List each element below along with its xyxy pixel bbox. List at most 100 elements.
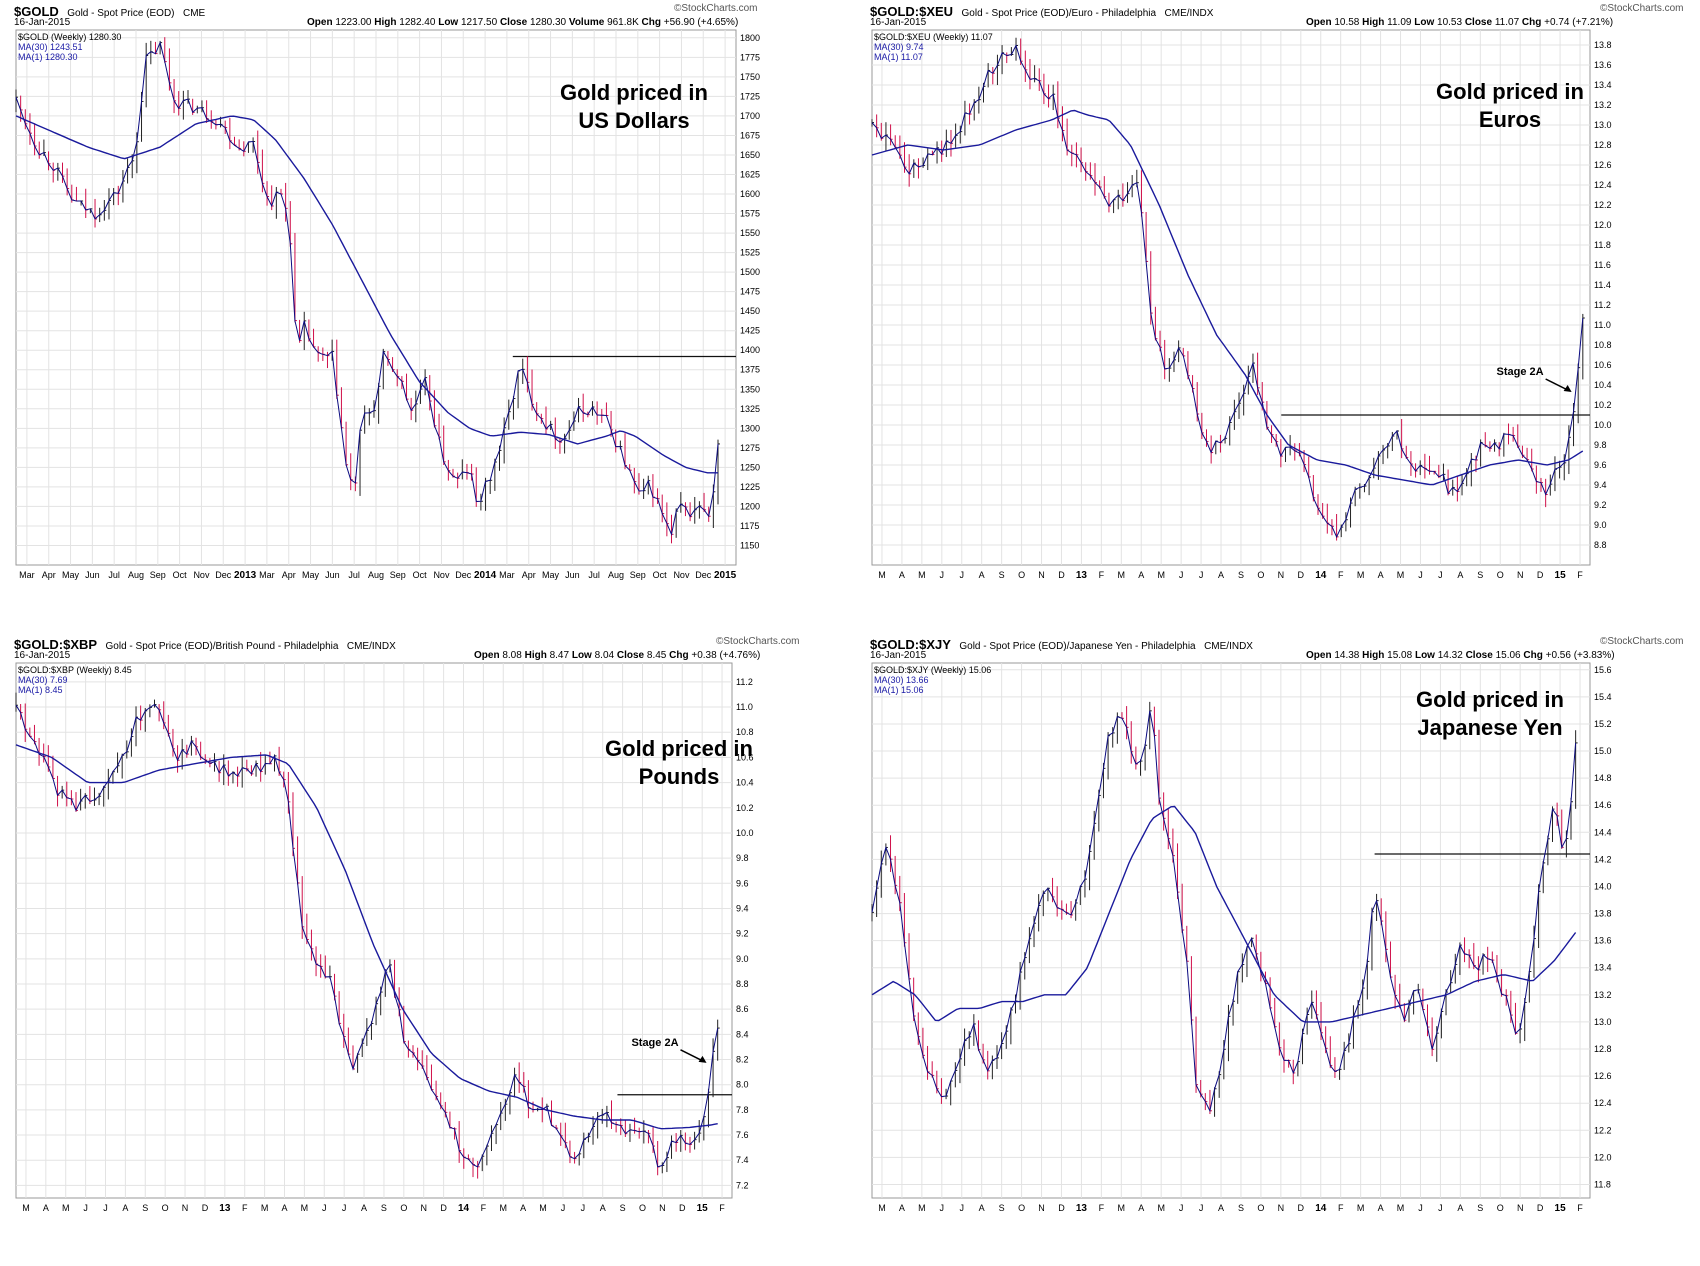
x-tick-label: Dec [695, 570, 712, 580]
x-tick-label: 15 [1555, 570, 1567, 581]
x-tick-label: D [1537, 1203, 1544, 1213]
x-tick-label: F [719, 1203, 725, 1213]
y-tick-label: 10.8 [736, 727, 754, 737]
exchange: CME/INDX [1164, 8, 1214, 19]
y-tick-label: 13.4 [1594, 80, 1612, 90]
x-tick-label: M [301, 1203, 309, 1213]
chart-date: 16-Jan-2015 [14, 17, 71, 28]
legend-ma1: MA(1) 8.45 [18, 685, 63, 695]
x-tick-label: 13 [1076, 570, 1088, 581]
quote-open: 1223.00 [335, 17, 372, 28]
y-tick-label: 13.8 [1594, 909, 1612, 919]
x-tick-label: 13 [219, 1203, 231, 1214]
ma1-line [15, 41, 719, 536]
quote-low-label: Low [438, 17, 459, 28]
y-tick-label: 8.8 [1594, 540, 1607, 550]
y-tick-label: 1200 [740, 501, 760, 511]
y-tick-label: 14.0 [1594, 881, 1612, 891]
x-tick-label: J [1438, 1203, 1443, 1213]
y-tick-label: 1250 [740, 462, 760, 472]
x-tick-label: D [440, 1203, 447, 1213]
annotation-arrowhead [1563, 385, 1572, 392]
legend: $GOLD (Weekly) 1280.30 MA(30) 1243.51 MA… [18, 32, 121, 62]
y-tick-label: 8.2 [736, 1055, 749, 1065]
y-tick-label: 1350 [740, 384, 760, 394]
x-tick-label: A [1138, 1203, 1144, 1213]
legend-ma30: MA(30) 1243.51 [18, 42, 83, 52]
quote-close-label: Close [616, 650, 645, 661]
x-tick-label: A [1378, 570, 1384, 580]
x-tick-label: Sep [630, 570, 646, 580]
symbol: $GOLD:$XEU [870, 4, 954, 19]
y-tick-label: 13.8 [1594, 40, 1612, 50]
x-tick-label: M [500, 1203, 508, 1213]
quote-line: Open 8.08 High 8.47 Low 8.04 Close 8.45 … [474, 650, 760, 661]
x-tick-label: S [1477, 1203, 1483, 1213]
y-tick-label: 10.0 [736, 828, 754, 838]
x-tick-label: Nov [673, 570, 690, 580]
x-tick-label: J [1418, 1203, 1423, 1213]
chart-panel-euro: $GOLD:$XEU Gold - Spot Price (EOD)/Euro … [870, 3, 1690, 633]
y-tick-label: 9.2 [736, 929, 749, 939]
price-chart: 11.8 12.0 12.2 12.4 12.6 12.8 13.0 13.2 13.4 13.6… [871, 662, 1612, 1214]
x-tick-label: J [940, 1203, 945, 1213]
y-tick-label: 11.4 [1594, 280, 1611, 290]
description: Gold - Spot Price (EOD)/British Pound - … [105, 641, 339, 652]
y-tick-label: 1300 [740, 423, 760, 433]
y-tick-label: 9.6 [1594, 460, 1607, 470]
brand-watermark: ©StockCharts.com [674, 3, 758, 14]
quote-low: 10.53 [1437, 17, 1463, 28]
y-tick-label: 9.0 [736, 954, 749, 964]
quote-open-label: Open [307, 17, 333, 28]
y-tick-label: 1750 [740, 72, 760, 82]
x-tick-label: 15 [697, 1203, 709, 1214]
quote-low-label: Low [1414, 650, 1435, 661]
x-tick-label: J [1179, 1203, 1184, 1213]
quote-volume-label: Volume [568, 17, 605, 28]
x-tick-label: N [1038, 570, 1045, 580]
x-tick-label: Dec [215, 570, 232, 580]
x-tick-label: M [918, 570, 926, 580]
x-tick-label: M [1157, 570, 1165, 580]
legend-price: $GOLD:$XEU (Weekly) 11.07 [874, 32, 993, 42]
y-tick-label: 9.4 [736, 903, 749, 913]
y-tick-label: 1725 [740, 91, 760, 101]
x-tick-label: N [1517, 570, 1524, 580]
y-tick-label: 10.2 [736, 803, 754, 813]
quote-open-label: Open [474, 650, 500, 661]
y-tick-label: 11.2 [736, 677, 753, 687]
y-tick-label: 1500 [740, 267, 760, 277]
x-tick-label: A [979, 570, 985, 580]
x-tick-label: Sep [150, 570, 166, 580]
x-tick-label: S [1477, 570, 1483, 580]
y-tick-label: 8.8 [736, 979, 749, 989]
x-tick-label: 2013 [234, 570, 257, 581]
x-tick-label: A [43, 1203, 49, 1213]
x-tick-label: A [1218, 1203, 1224, 1213]
plot-area: 8.8 9.0 9.2 9.4 9.6 9.8 10.0 10.2 10.4 10.6 10.8 11… [871, 29, 1682, 630]
x-tick-label: 15 [1555, 1203, 1567, 1214]
x-tick-label: J [960, 570, 965, 580]
y-tick-label: 10.2 [1594, 400, 1612, 410]
overlay-title: Gold priced in US Dollars [534, 79, 734, 135]
y-tick-label: 11.8 [1594, 1179, 1611, 1189]
y-tick-label: 1150 [740, 540, 759, 550]
quote-low-label: Low [571, 650, 592, 661]
y-tick-label: 1175 [740, 521, 759, 531]
y-tick-label: 11.0 [736, 702, 753, 712]
ma1-line [15, 703, 719, 1168]
x-tick-label: Jul [108, 570, 120, 580]
quote-chg: +0.74 (+7.21%) [1544, 17, 1614, 28]
chart-date: 16-Jan-2015 [870, 17, 927, 28]
quote-chg: +0.56 (+3.83%) [1545, 650, 1615, 661]
x-tick-label: D [1298, 570, 1305, 580]
x-tick-label: 2015 [714, 570, 737, 581]
y-tick-label: 14.8 [1594, 773, 1612, 783]
x-tick-label: A [122, 1203, 128, 1213]
plot-area: 11.8 12.0 12.2 12.4 12.6 12.8 13.0 13.2 13.4 13.6… [871, 662, 1682, 1261]
price-chart: 1150 1175 1200 1225 1250 1275 1300 1325 1350 1375… [15, 29, 760, 581]
y-tick-label: 1525 [740, 248, 760, 258]
ma30-line [871, 805, 1577, 1023]
y-tick-label: 7.2 [736, 1180, 749, 1190]
x-tick-label: F [1099, 570, 1105, 580]
